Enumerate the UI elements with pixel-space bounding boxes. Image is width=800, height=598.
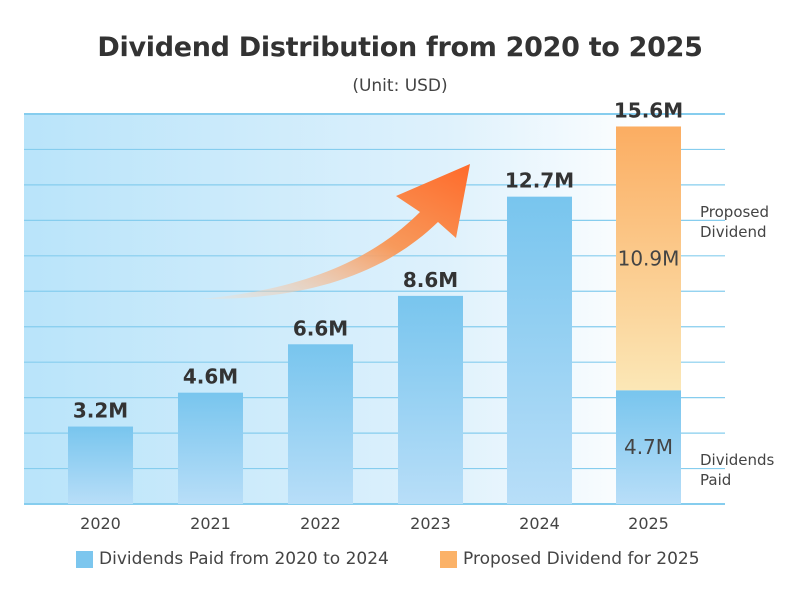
x-tick-label-2025: 2025 bbox=[628, 514, 669, 533]
bar-proposed-2025 bbox=[616, 126, 681, 391]
data-label-2023: 8.6M bbox=[403, 268, 458, 292]
legend-item-proposed: Proposed Dividend for 2025 bbox=[440, 549, 700, 569]
legend-label: Proposed Dividend for 2025 bbox=[463, 549, 700, 569]
data-label-2021: 4.6M bbox=[183, 365, 238, 389]
bar-paid-2021 bbox=[178, 392, 243, 504]
bar-paid-2023 bbox=[398, 295, 463, 504]
data-label-2024: 12.7M bbox=[505, 169, 574, 193]
x-tick-label-2023: 2023 bbox=[410, 514, 451, 533]
segment-label-paid: 4.7M bbox=[624, 435, 673, 459]
plot-background bbox=[24, 114, 725, 504]
chart-title: Dividend Distribution from 2020 to 2025 bbox=[97, 32, 703, 63]
legend-label: Dividends Paid from 2020 to 2024 bbox=[99, 549, 389, 569]
side-label-paid: Paid bbox=[700, 471, 731, 489]
side-label-proposed: Dividend bbox=[700, 223, 767, 241]
x-tick-label-2024: 2024 bbox=[519, 514, 560, 533]
x-tick-label-2022: 2022 bbox=[300, 514, 341, 533]
bar-paid-2024 bbox=[507, 196, 572, 504]
trend-arrow bbox=[200, 164, 470, 300]
legend-swatch-blue bbox=[76, 550, 93, 568]
legend-swatch-orange bbox=[440, 550, 457, 568]
side-label-paid: Dividends bbox=[700, 451, 775, 469]
data-label-2022: 6.6M bbox=[293, 316, 348, 340]
bar-paid-2020 bbox=[68, 426, 133, 504]
x-tick-label-2020: 2020 bbox=[80, 514, 121, 533]
bar-paid-2022 bbox=[288, 344, 353, 504]
segment-label-proposed: 10.9M bbox=[618, 246, 680, 270]
chart-subtitle: (Unit: USD) bbox=[352, 76, 448, 96]
legend-item-paid: Dividends Paid from 2020 to 2024 bbox=[76, 549, 389, 569]
x-tick-label-2021: 2021 bbox=[190, 514, 231, 533]
data-label-2025: 15.6M bbox=[614, 98, 683, 122]
data-label-2020: 3.2M bbox=[73, 399, 128, 423]
bar-paid-2025 bbox=[616, 390, 681, 504]
side-label-proposed: Proposed bbox=[700, 203, 769, 221]
